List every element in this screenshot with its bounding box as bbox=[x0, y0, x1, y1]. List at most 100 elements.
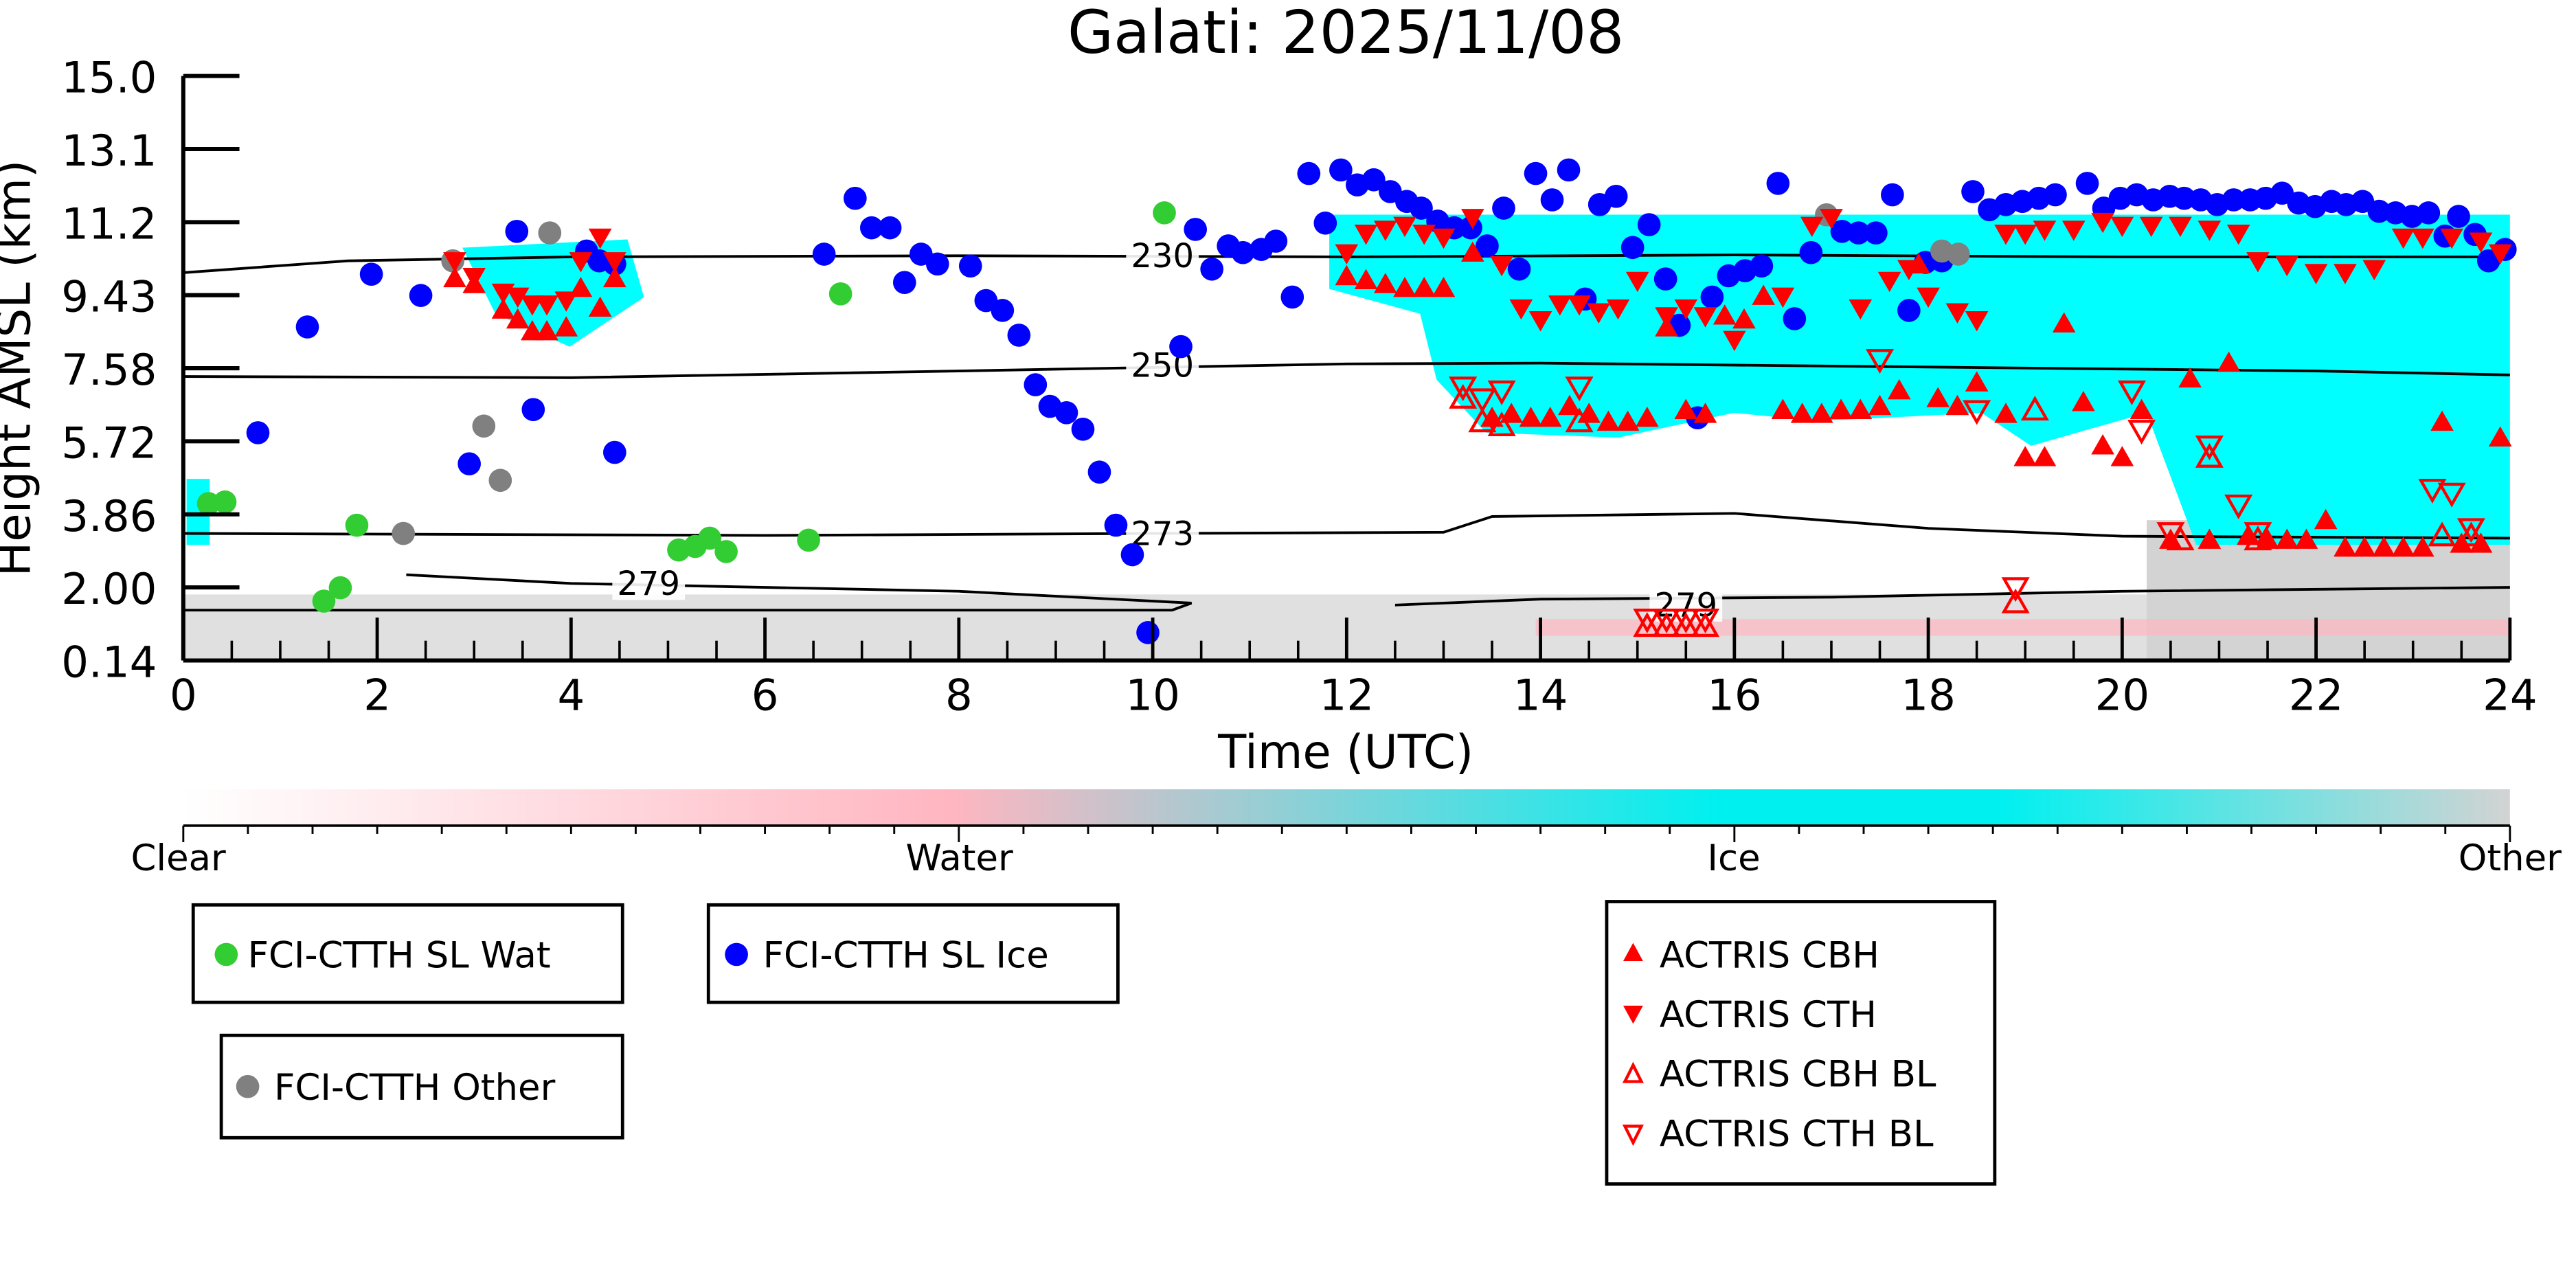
data-point bbox=[797, 528, 820, 552]
data-point bbox=[603, 267, 626, 288]
data-point bbox=[1865, 349, 1895, 374]
data-point bbox=[1887, 379, 1911, 400]
data-point bbox=[2304, 264, 2328, 284]
data-point bbox=[2195, 436, 2224, 461]
data-point bbox=[1200, 257, 1223, 281]
data-point bbox=[457, 452, 481, 476]
data-point bbox=[1524, 161, 1548, 185]
data-point bbox=[1625, 271, 1649, 293]
x-tick-label: 10 bbox=[1125, 670, 1180, 721]
data-point bbox=[1713, 304, 1737, 325]
data-point bbox=[213, 490, 237, 514]
x-tick-label: 18 bbox=[1901, 670, 1956, 721]
data-point bbox=[2061, 221, 2086, 241]
data-point bbox=[2072, 391, 2095, 411]
data-point bbox=[1449, 376, 1478, 402]
data-point bbox=[1653, 267, 1677, 291]
x-tick-label: 14 bbox=[1513, 670, 1568, 721]
data-point bbox=[1054, 400, 1078, 425]
colorbar-label-other: Other bbox=[2459, 837, 2562, 879]
data-point bbox=[359, 262, 383, 286]
data-point bbox=[1693, 403, 1717, 423]
data-point bbox=[714, 540, 738, 563]
data-point bbox=[2411, 536, 2434, 557]
data-point bbox=[1820, 209, 1843, 229]
data-point bbox=[1432, 276, 1456, 297]
contour-label-bg bbox=[612, 567, 686, 600]
data-point bbox=[472, 414, 496, 438]
data-point bbox=[2440, 228, 2463, 249]
colorbar-label-clear: Clear bbox=[131, 837, 226, 879]
data-point bbox=[1849, 398, 1873, 419]
data-point bbox=[2197, 528, 2222, 549]
data-point bbox=[603, 252, 626, 273]
legend-label: ACTRIS CTH BL bbox=[1660, 1113, 1934, 1155]
colorbar-label-water: Water bbox=[905, 837, 1013, 879]
data-point bbox=[1354, 225, 1378, 245]
data-point bbox=[1693, 307, 1717, 328]
data-point bbox=[1604, 184, 1628, 208]
data-point bbox=[1655, 307, 1678, 328]
data-point bbox=[2275, 256, 2299, 277]
data-point bbox=[538, 221, 562, 245]
data-point bbox=[2091, 434, 2114, 455]
data-point bbox=[1373, 273, 1397, 293]
data-point bbox=[1231, 240, 1255, 264]
data-point bbox=[1329, 158, 1353, 182]
data-point bbox=[2020, 396, 2049, 421]
data-point bbox=[1766, 172, 1790, 195]
data-point bbox=[1557, 158, 1581, 182]
data-point bbox=[1153, 201, 1176, 225]
x-tick-label: 20 bbox=[2095, 670, 2150, 721]
data-point bbox=[1136, 621, 1160, 644]
data-point bbox=[409, 284, 433, 307]
chart-title: Galati: 2025/11/08 bbox=[1067, 0, 1624, 67]
data-point bbox=[1691, 612, 1720, 637]
data-point bbox=[1606, 299, 1630, 320]
data-point bbox=[844, 186, 867, 210]
data-point bbox=[488, 468, 512, 493]
x-axis-label: Time (UTC) bbox=[1217, 725, 1473, 779]
data-points bbox=[196, 158, 2517, 644]
data-point bbox=[1500, 403, 1524, 423]
data-point bbox=[1620, 236, 1645, 260]
x-tick-label: 2 bbox=[363, 670, 391, 721]
data-point bbox=[892, 271, 916, 295]
data-point bbox=[506, 287, 530, 308]
data-point bbox=[2488, 244, 2512, 265]
legend-fci-wat: FCI-CTTH SL Wat bbox=[191, 903, 624, 1004]
data-point bbox=[2224, 494, 2253, 519]
data-point bbox=[1412, 276, 1436, 297]
data-point bbox=[1633, 612, 1662, 637]
data-point bbox=[521, 398, 545, 422]
data-point bbox=[1947, 242, 1970, 266]
data-point bbox=[878, 216, 902, 240]
data-point bbox=[1362, 168, 1386, 192]
x-tick-label: 4 bbox=[557, 670, 585, 721]
data-point bbox=[2117, 380, 2147, 405]
legend-marker-cth-bl bbox=[1622, 1125, 1644, 1146]
data-point bbox=[1616, 410, 1640, 431]
colorbar-ticks bbox=[182, 825, 2511, 842]
legend-actris: ACTRIS CBH ACTRIS CTH ACTRIS CBH BL ACTR… bbox=[1605, 900, 1997, 1186]
data-point bbox=[1945, 394, 1969, 416]
data-point bbox=[1881, 183, 1904, 207]
data-point bbox=[1528, 311, 1552, 332]
data-point bbox=[1104, 513, 1128, 537]
data-point bbox=[1897, 260, 1921, 281]
contour-250 bbox=[183, 361, 2510, 379]
data-point bbox=[1184, 218, 1208, 241]
data-point bbox=[1868, 394, 1892, 416]
data-point bbox=[2001, 577, 2030, 602]
data-point bbox=[991, 299, 1015, 322]
data-point bbox=[1945, 303, 1969, 324]
data-point bbox=[2334, 264, 2357, 284]
data-point bbox=[828, 282, 852, 306]
data-point bbox=[1750, 254, 1774, 278]
data-point bbox=[1264, 229, 1288, 253]
data-point bbox=[1674, 398, 1698, 419]
series-fci-ctth-sl-wat bbox=[196, 201, 1176, 613]
data-point bbox=[2159, 528, 2182, 549]
data-point bbox=[1652, 609, 1681, 634]
